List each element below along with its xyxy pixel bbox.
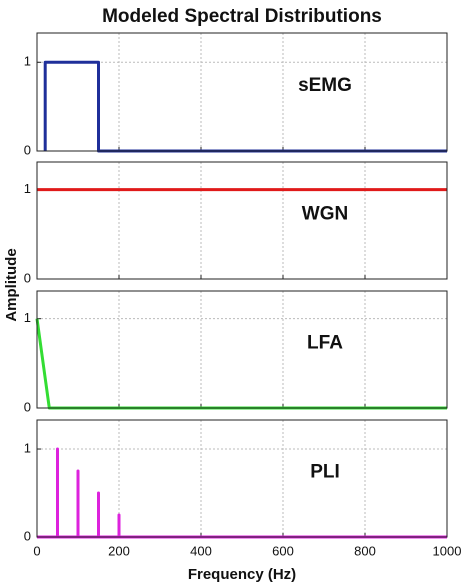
y-tick-label: 0 [24, 270, 31, 285]
y-axis-label: Amplitude [3, 248, 20, 321]
plot-frame [36, 32, 448, 152]
y-tick-label: 1 [24, 310, 31, 325]
x-tick-label: 600 [272, 543, 294, 558]
y-tick-label: 0 [24, 399, 31, 414]
plot-frame [36, 290, 448, 409]
y-tick-label: 0 [24, 528, 31, 543]
plot-frame [36, 419, 448, 538]
plot-area [37, 33, 447, 151]
x-tick-label: 400 [190, 543, 212, 558]
x-axis-label: Frequency (Hz) [188, 566, 296, 583]
y-tick-label: 1 [24, 440, 31, 455]
panel-label: PLI [310, 462, 340, 483]
y-tick-label: 1 [24, 181, 31, 196]
panel-label: LFA [307, 333, 343, 354]
y-tick-label: 0 [24, 142, 31, 157]
y-tick-label: 1 [24, 54, 31, 69]
panel-label: sEMG [298, 75, 352, 96]
panel-label: WGN [302, 204, 348, 225]
chart-title: Modeled Spectral Distributions [102, 6, 382, 27]
plot-frame [36, 161, 448, 280]
plot-area [37, 162, 447, 279]
x-tick-label: 200 [108, 543, 130, 558]
x-tick-label: 0 [33, 543, 40, 558]
plot-area [37, 291, 447, 408]
x-tick-label: 1000 [433, 543, 462, 558]
plot-area [37, 420, 447, 537]
x-tick-label: 800 [354, 543, 376, 558]
